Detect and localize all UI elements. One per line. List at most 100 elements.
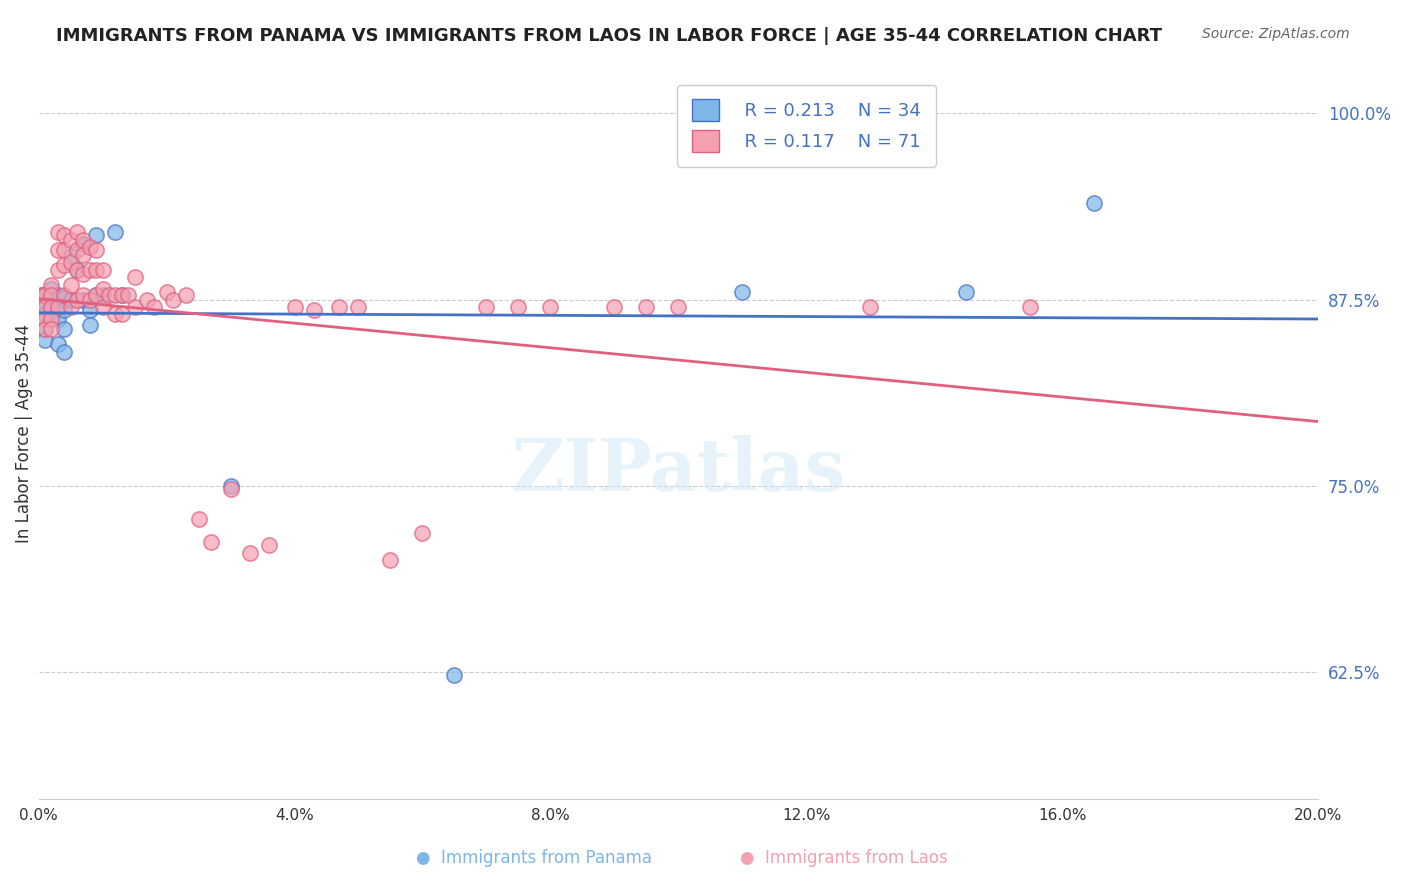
Immigrants from Panama bbox=[41, 282, 63, 296]
Immigrants from Panama bbox=[1083, 195, 1105, 210]
Immigrants from Laos bbox=[34, 288, 56, 302]
Immigrants from Panama bbox=[31, 288, 53, 302]
Immigrants from Laos bbox=[53, 244, 76, 258]
Immigrants from Laos bbox=[347, 300, 370, 314]
Immigrants from Laos bbox=[34, 300, 56, 314]
Immigrants from Laos bbox=[91, 300, 114, 314]
Immigrants from Laos bbox=[72, 248, 94, 262]
Immigrants from Panama bbox=[84, 228, 107, 243]
Immigrants from Panama bbox=[84, 288, 107, 302]
Immigrants from Laos bbox=[104, 288, 127, 302]
Immigrants from Laos bbox=[46, 262, 69, 277]
Immigrants from Laos bbox=[136, 293, 159, 307]
Immigrants from Laos bbox=[79, 240, 101, 254]
Immigrants from Laos bbox=[1019, 300, 1042, 314]
Immigrants from Laos bbox=[668, 300, 690, 314]
Immigrants from Panama bbox=[219, 479, 242, 493]
Legend:   R = 0.213    N = 34,   R = 0.117    N = 71: R = 0.213 N = 34, R = 0.117 N = 71 bbox=[678, 85, 935, 167]
Immigrants from Panama bbox=[79, 302, 101, 317]
Immigrants from Panama bbox=[34, 307, 56, 321]
Immigrants from Laos bbox=[117, 288, 139, 302]
Immigrants from Panama bbox=[91, 288, 114, 302]
Immigrants from Laos bbox=[155, 285, 177, 299]
Immigrants from Laos bbox=[328, 300, 350, 314]
Immigrants from Laos bbox=[84, 244, 107, 258]
Immigrants from Panama bbox=[104, 226, 127, 240]
Y-axis label: In Labor Force | Age 35-44: In Labor Force | Age 35-44 bbox=[15, 324, 32, 543]
Immigrants from Laos bbox=[53, 228, 76, 243]
Immigrants from Panama bbox=[72, 237, 94, 252]
Immigrants from Panama bbox=[111, 288, 134, 302]
Immigrants from Laos bbox=[97, 288, 120, 302]
Immigrants from Panama bbox=[59, 293, 82, 307]
Immigrants from Laos bbox=[239, 546, 262, 560]
Immigrants from Laos bbox=[174, 288, 197, 302]
Immigrants from Laos bbox=[41, 288, 63, 302]
Immigrants from Laos bbox=[41, 300, 63, 314]
Text: ●  Immigrants from Laos: ● Immigrants from Laos bbox=[740, 849, 948, 867]
Immigrants from Laos bbox=[84, 262, 107, 277]
Immigrants from Laos bbox=[91, 282, 114, 296]
Immigrants from Laos bbox=[66, 226, 89, 240]
Immigrants from Laos bbox=[53, 258, 76, 272]
Immigrants from Panama bbox=[443, 668, 465, 682]
Immigrants from Panama bbox=[79, 318, 101, 332]
Immigrants from Laos bbox=[111, 307, 134, 321]
Immigrants from Laos bbox=[508, 300, 530, 314]
Immigrants from Laos bbox=[66, 262, 89, 277]
Immigrants from Laos bbox=[84, 288, 107, 302]
Immigrants from Laos bbox=[59, 255, 82, 269]
Immigrants from Laos bbox=[41, 322, 63, 336]
Immigrants from Laos bbox=[111, 288, 134, 302]
Immigrants from Laos bbox=[283, 300, 305, 314]
Text: ZIPatlas: ZIPatlas bbox=[512, 434, 845, 506]
Immigrants from Panama bbox=[41, 311, 63, 326]
Immigrants from Laos bbox=[538, 300, 561, 314]
Immigrants from Panama bbox=[59, 249, 82, 263]
Immigrants from Panama bbox=[46, 337, 69, 351]
Immigrants from Panama bbox=[955, 285, 977, 299]
Immigrants from Laos bbox=[603, 300, 626, 314]
Immigrants from Laos bbox=[200, 535, 222, 549]
Text: IMMIGRANTS FROM PANAMA VS IMMIGRANTS FROM LAOS IN LABOR FORCE | AGE 35-44 CORREL: IMMIGRANTS FROM PANAMA VS IMMIGRANTS FRO… bbox=[56, 27, 1163, 45]
Immigrants from Laos bbox=[162, 293, 184, 307]
Immigrants from Laos bbox=[91, 262, 114, 277]
Immigrants from Laos bbox=[46, 226, 69, 240]
Immigrants from Panama bbox=[34, 322, 56, 336]
Immigrants from Laos bbox=[41, 311, 63, 326]
Immigrants from Panama bbox=[731, 285, 754, 299]
Text: ●  Immigrants from Panama: ● Immigrants from Panama bbox=[416, 849, 652, 867]
Immigrants from Laos bbox=[66, 293, 89, 307]
Immigrants from Laos bbox=[59, 300, 82, 314]
Immigrants from Laos bbox=[302, 302, 325, 317]
Immigrants from Laos bbox=[859, 300, 882, 314]
Immigrants from Laos bbox=[31, 288, 53, 302]
Immigrants from Laos bbox=[104, 307, 127, 321]
Immigrants from Panama bbox=[53, 302, 76, 317]
Immigrants from Panama bbox=[46, 288, 69, 302]
Immigrants from Laos bbox=[72, 233, 94, 247]
Immigrants from Panama bbox=[72, 293, 94, 307]
Immigrants from Laos bbox=[219, 482, 242, 496]
Immigrants from Panama bbox=[53, 322, 76, 336]
Immigrants from Laos bbox=[124, 270, 146, 285]
Immigrants from Laos bbox=[79, 293, 101, 307]
Immigrants from Laos bbox=[59, 233, 82, 247]
Immigrants from Panama bbox=[34, 333, 56, 347]
Immigrants from Laos bbox=[59, 277, 82, 292]
Immigrants from Panama bbox=[41, 291, 63, 305]
Text: Source: ZipAtlas.com: Source: ZipAtlas.com bbox=[1202, 27, 1350, 41]
Immigrants from Laos bbox=[411, 526, 433, 541]
Immigrants from Laos bbox=[34, 322, 56, 336]
Immigrants from Laos bbox=[124, 300, 146, 314]
Immigrants from Laos bbox=[72, 267, 94, 281]
Immigrants from Laos bbox=[475, 300, 498, 314]
Immigrants from Laos bbox=[79, 262, 101, 277]
Immigrants from Laos bbox=[34, 311, 56, 326]
Immigrants from Panama bbox=[66, 262, 89, 277]
Immigrants from Laos bbox=[46, 300, 69, 314]
Immigrants from Laos bbox=[636, 300, 658, 314]
Immigrants from Laos bbox=[46, 244, 69, 258]
Immigrants from Panama bbox=[46, 311, 69, 326]
Immigrants from Panama bbox=[41, 300, 63, 314]
